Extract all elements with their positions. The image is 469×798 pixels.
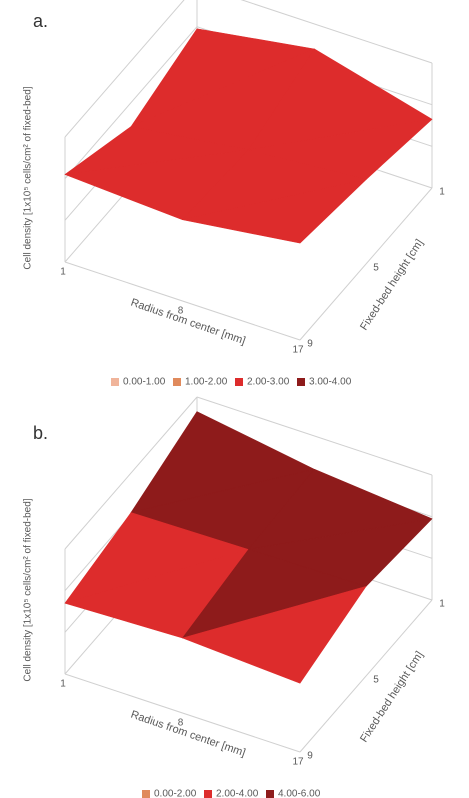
wall-edge <box>64 0 185 138</box>
panel-label: b. <box>33 423 48 443</box>
legend-swatch <box>173 378 181 386</box>
y-axis-title: Cell density [1x10⁵ cells/cm² of fixed-b… <box>23 86 34 269</box>
surface-facet <box>182 586 367 684</box>
legend-label: 2.00-4.00 <box>216 789 259 798</box>
wall-edge <box>240 0 433 64</box>
legend-label: 4.00-6.00 <box>278 789 321 798</box>
legend-swatch <box>204 790 212 798</box>
panel-label: a. <box>33 11 48 31</box>
wall-edge <box>64 396 198 550</box>
x-tick-label: 1 <box>60 679 66 690</box>
x-tick-label: 17 <box>292 345 304 356</box>
x-axis-title: Radius from center [mm] <box>129 297 247 348</box>
x-tick-label: 17 <box>292 757 304 768</box>
legend-swatch <box>297 378 305 386</box>
legend-swatch <box>142 790 150 798</box>
x-tick-label: 8 <box>178 306 184 317</box>
floor-edge <box>299 187 433 341</box>
x-tick-label: 1 <box>60 267 66 278</box>
wall-line <box>64 26 198 179</box>
legend-swatch <box>266 790 274 798</box>
x-tick-label: 8 <box>178 718 184 729</box>
legend-label: 3.00-4.00 <box>309 377 352 388</box>
z-tick-label: 9 <box>307 339 313 350</box>
z-tick-label: 1 <box>439 187 445 198</box>
surface-facet <box>182 179 367 244</box>
floor-edge <box>64 673 301 753</box>
legend-swatch <box>235 378 243 386</box>
floor-edge <box>299 599 433 753</box>
z-axis-title: Fixed-bed height [cm] <box>358 237 426 332</box>
z-tick-label: 5 <box>373 263 379 274</box>
z-axis-title: Fixed-bed height [cm] <box>358 649 426 744</box>
y-axis-title: Cell density [1x10⁵ cells/cm² of fixed-b… <box>23 498 34 681</box>
legend-label: 0.00-2.00 <box>154 789 197 798</box>
wall-edge <box>196 396 433 476</box>
legend-swatch <box>111 378 119 386</box>
legend-label: 1.00-2.00 <box>185 377 228 388</box>
z-tick-label: 5 <box>373 675 379 686</box>
z-tick-label: 9 <box>307 751 313 762</box>
x-axis-title: Radius from center [mm] <box>129 709 247 760</box>
legend-label: 2.00-3.00 <box>247 377 290 388</box>
floor-edge <box>64 261 301 341</box>
legend-label: 0.00-1.00 <box>123 377 166 388</box>
z-tick-label: 1 <box>439 599 445 610</box>
